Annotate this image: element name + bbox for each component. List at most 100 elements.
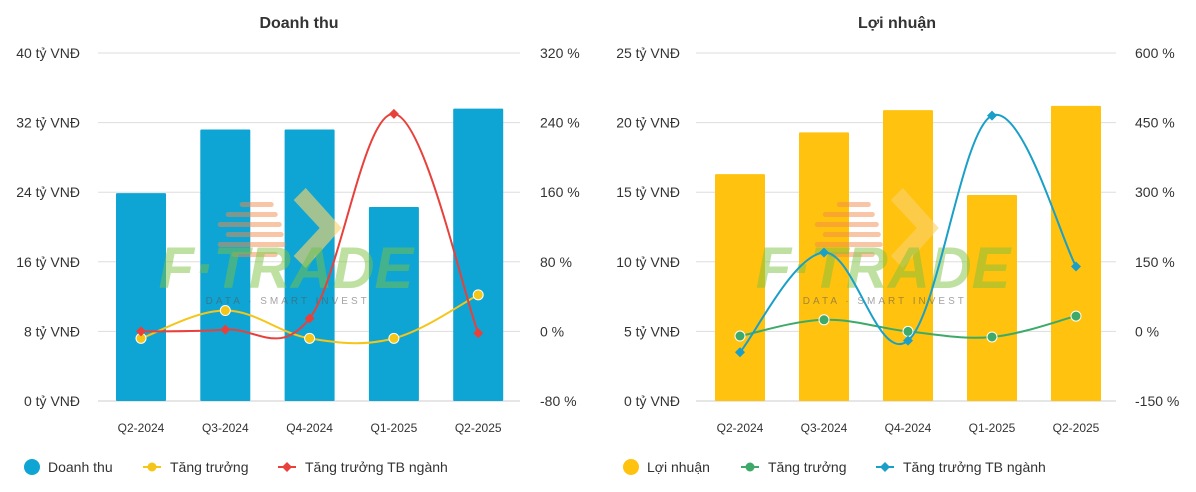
series-point	[388, 332, 400, 344]
bar	[453, 108, 504, 402]
watermark-stripe	[239, 202, 274, 207]
right-tick-label: -80 %	[540, 393, 577, 409]
series-point	[304, 332, 316, 344]
category-label: Q4-2024	[885, 421, 932, 435]
legend-label: Lợi nhuận	[647, 459, 710, 475]
left-tick-label: 40 tỷ VNĐ	[16, 45, 80, 61]
series-point	[987, 110, 997, 121]
legend-swatch	[623, 459, 639, 475]
left-tick-label: 16 tỷ VNĐ	[16, 254, 80, 270]
legend-swatch-marker	[880, 462, 890, 472]
legend-label: Doanh thu	[48, 459, 113, 475]
right-tick-label: 0 %	[1135, 323, 1159, 339]
series-point	[304, 313, 315, 324]
right-tick-label: 600 %	[1135, 45, 1175, 61]
series-point	[819, 247, 829, 258]
category-label: Q3-2024	[801, 421, 848, 435]
watermark-subtext: DATA · SMART INVEST	[803, 296, 967, 307]
left-tick-label: 20 tỷ VNĐ	[616, 115, 680, 131]
watermark-stripe	[814, 222, 879, 227]
series-point	[903, 335, 913, 346]
series-point	[136, 326, 146, 337]
bar	[715, 174, 765, 401]
bar	[967, 194, 1017, 401]
watermark-chevron	[890, 188, 939, 268]
watermark-stripe	[822, 232, 881, 237]
series-point	[902, 325, 914, 337]
series-line-1	[739, 113, 1077, 353]
watermark-stripe	[225, 212, 278, 217]
right-tick-label: 450 %	[1135, 115, 1175, 131]
chart-title: Lợi nhuận	[858, 15, 936, 32]
left-tick-label: 5 tỷ VNĐ	[624, 323, 680, 339]
category-label: Q1-2025	[969, 421, 1016, 435]
left-tick-label: 0 tỷ VNĐ	[24, 393, 80, 409]
watermark-stripe	[836, 202, 871, 207]
category-label: Q2-2025	[455, 421, 502, 435]
legend-label: Tăng trưởng TB ngành	[903, 459, 1046, 475]
right-tick-label: 150 %	[1135, 254, 1175, 270]
left-tick-label: 0 tỷ VNĐ	[624, 393, 680, 409]
chart-0: Doanh thu 0 tỷ VNĐ -80 % 8 tỷ VNĐ 0 % 16 tỷ V…	[16, 15, 580, 475]
category-label: Q3-2024	[202, 421, 249, 435]
watermark-text: F·TRADE	[159, 236, 416, 301]
legend-swatch-marker	[147, 462, 157, 472]
right-tick-label: 0 %	[540, 323, 564, 339]
category-label: Q2-2024	[717, 421, 764, 435]
watermark-stripe	[225, 232, 284, 237]
chart-1: Lợi nhuận 0 tỷ VNĐ -150 % 5 tỷ VNĐ 0 % 10 tỷ …	[616, 15, 1179, 475]
series-point	[818, 314, 830, 326]
watermark-stripe	[814, 242, 883, 247]
right-tick-label: 160 %	[540, 184, 580, 200]
watermark-stripe	[828, 252, 875, 257]
legend-label: Tăng trưởng	[170, 459, 248, 475]
bar	[116, 193, 166, 401]
series-point	[220, 324, 231, 335]
series-point	[986, 331, 998, 343]
watermark-stripe	[217, 242, 286, 247]
left-tick-label: 8 tỷ VNĐ	[24, 323, 80, 339]
category-label: Q4-2024	[286, 421, 333, 435]
series-point	[734, 330, 746, 342]
chart-title: Doanh thu	[259, 15, 338, 32]
series-point	[473, 328, 484, 339]
series-point	[219, 305, 231, 317]
category-label: Q2-2024	[118, 421, 165, 435]
category-label: Q1-2025	[371, 421, 418, 435]
right-tick-label: 300 %	[1135, 184, 1175, 200]
watermark-text: F·TRADE	[756, 236, 1013, 301]
watermark-subtext: DATA · SMART INVEST	[206, 296, 370, 307]
watermark-stripe	[217, 222, 282, 227]
left-tick-label: 24 tỷ VNĐ	[16, 184, 80, 200]
legend-label: Tăng trưởng TB ngành	[305, 459, 448, 475]
right-tick-label: -150 %	[1135, 393, 1179, 409]
watermark-chevron	[293, 188, 342, 268]
bar	[368, 206, 419, 401]
legend-swatch-marker	[745, 462, 755, 472]
series-point	[735, 347, 745, 358]
series-point	[472, 289, 484, 301]
watermark-stripe	[822, 212, 875, 217]
left-tick-label: 32 tỷ VNĐ	[16, 115, 80, 131]
watermark-stripe	[231, 252, 278, 257]
bar	[200, 129, 251, 401]
bar	[799, 132, 849, 401]
right-tick-label: 240 %	[540, 115, 580, 131]
series-line-1	[140, 112, 480, 340]
series-point	[388, 108, 399, 119]
legend-swatch	[24, 459, 40, 475]
right-tick-label: 80 %	[540, 254, 572, 270]
right-tick-label: 320 %	[540, 45, 580, 61]
series-point	[1070, 310, 1082, 322]
left-tick-label: 25 tỷ VNĐ	[616, 45, 680, 61]
legend-swatch-marker	[282, 462, 292, 472]
bar	[1051, 105, 1101, 402]
category-label: Q2-2025	[1053, 421, 1100, 435]
left-tick-label: 10 tỷ VNĐ	[616, 254, 680, 270]
series-point	[1071, 261, 1081, 272]
legend-label: Tăng trưởng	[768, 459, 846, 475]
left-tick-label: 15 tỷ VNĐ	[616, 184, 680, 200]
